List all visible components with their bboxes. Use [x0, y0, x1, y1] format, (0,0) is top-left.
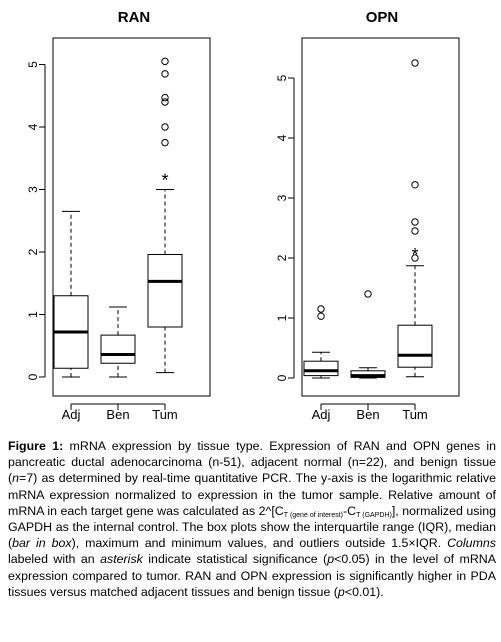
outlier-point — [411, 181, 419, 189]
caption-text: ), maximum and minimum values, and outli… — [71, 536, 448, 551]
caption-text: <0.05) in the level of mRNA expression c… — [8, 552, 496, 599]
y-tick-label: 4 — [26, 123, 40, 130]
box-adj — [303, 305, 339, 379]
caption-text: =7) as determined by real-time quantitat… — [8, 471, 496, 518]
significance-asterisk: * — [411, 245, 418, 265]
y-tick-label: 5 — [26, 61, 40, 68]
caption-text: mRNA expression by tissue type. Expressi… — [8, 439, 496, 486]
outlier-point — [317, 305, 325, 313]
box-tum: * — [397, 59, 433, 378]
outlier-point — [161, 93, 169, 102]
outlier-point — [161, 70, 169, 78]
caption-italic: p — [327, 552, 335, 567]
x-tick-label: Tum — [402, 407, 428, 422]
panel-ran: RAN 0 1 2 3 4 5 Adj Ben Tum * — [26, 9, 211, 422]
plot-frame — [52, 37, 211, 397]
y-tick-label: 3 — [26, 186, 40, 193]
figure-label: Figure 1: — [8, 439, 64, 453]
box-tum: * — [147, 57, 183, 374]
caption-italic: Columns — [447, 536, 496, 551]
outlier-point — [161, 98, 169, 106]
caption-italic: asterisk — [100, 552, 143, 567]
x-tick-label: Tum — [152, 407, 178, 422]
outlier-point — [161, 57, 169, 66]
y-tick-label: 3 — [275, 194, 289, 201]
outlier-point — [411, 227, 419, 235]
significance-asterisk: * — [161, 171, 168, 191]
x-tick-label: Adj — [62, 407, 81, 422]
box-ben — [100, 306, 136, 378]
y-tick-label: 0 — [26, 373, 40, 380]
box-ben — [350, 290, 386, 379]
box-iqr — [350, 370, 386, 378]
caption-text: <0.01). — [344, 584, 384, 599]
outlier-point — [161, 138, 169, 147]
outlier-point — [411, 218, 419, 226]
outlier-point — [364, 290, 372, 298]
y-tick-label: 1 — [26, 311, 40, 318]
box-iqr — [100, 334, 136, 364]
caption-text: -C — [343, 503, 357, 518]
y-tick-label: 5 — [275, 74, 289, 81]
y-tick-label: 2 — [26, 248, 40, 255]
caption-subscript: T (gene of interest) — [283, 511, 344, 519]
panel-opn: OPN 0 1 2 3 4 5 Adj Ben Tum * — [275, 9, 460, 422]
caption-subscript: T (GAPDH) — [356, 511, 392, 519]
caption-italic-n: n — [12, 471, 20, 486]
caption-text: ], normalized using GAPDH as the interna… — [8, 503, 496, 551]
caption-text: labeled with an — [8, 552, 101, 567]
box-iqr — [303, 360, 339, 377]
plot-frame — [301, 37, 460, 397]
box-plot-figure: RAN 0 1 2 3 4 5 Adj Ben Tum * OPN 0 1 2 3 4 5 Adj Ben Tum * — [26, 9, 460, 422]
caption-italic: bar in box — [12, 536, 72, 551]
y-tick-label: 4 — [275, 134, 289, 141]
panel-title: OPN — [366, 9, 399, 26]
outlier-point — [411, 254, 419, 262]
caption-italic: p — [337, 584, 345, 599]
outlier-point — [411, 59, 419, 67]
y-tick-label: 1 — [275, 314, 289, 321]
box-adj — [53, 210, 89, 378]
y-tick-label: 0 — [275, 374, 289, 381]
outlier-point — [317, 312, 325, 320]
box-iqr — [147, 254, 183, 328]
figure-caption: Figure 1: mRNA expression by tissue type… — [8, 438, 496, 600]
caption-text: indicate statistical significance ( — [142, 552, 328, 567]
x-tick-label: Adj — [312, 407, 331, 422]
outlier-point — [161, 123, 169, 131]
panel-title: RAN — [118, 9, 151, 26]
box-iqr — [397, 324, 433, 368]
x-tick-label: Ben — [356, 407, 379, 422]
x-tick-label: Ben — [106, 407, 129, 422]
y-tick-label: 2 — [275, 254, 289, 261]
